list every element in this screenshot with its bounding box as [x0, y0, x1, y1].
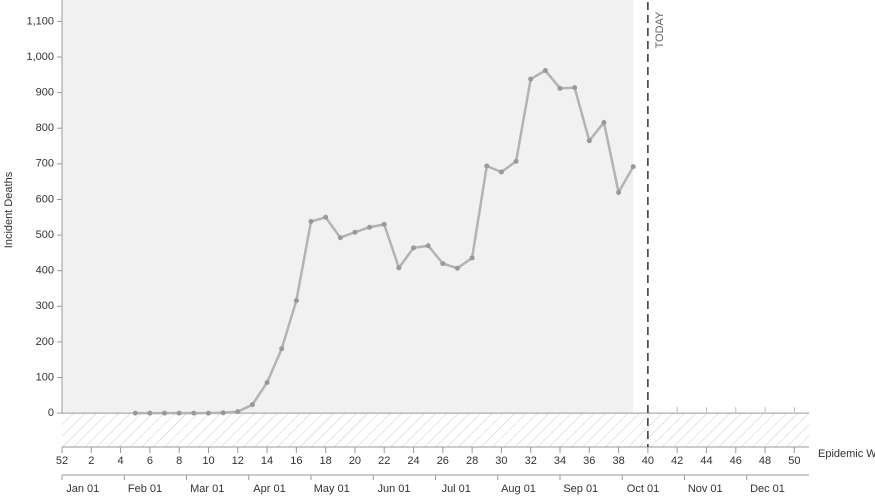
hatch-region — [62, 413, 809, 447]
data-point — [411, 245, 417, 251]
data-point — [205, 410, 211, 416]
data-point — [630, 164, 636, 170]
y-tick-label: 700 — [36, 158, 54, 170]
data-point — [542, 68, 548, 74]
y-tick-label: 600 — [36, 193, 54, 205]
x-tick-label: 2 — [88, 455, 94, 467]
y-tick-label: 200 — [36, 336, 54, 348]
data-point — [176, 410, 182, 416]
date-label: May 01 — [314, 483, 350, 495]
x-tick-label: 36 — [583, 455, 595, 467]
x-tick-label: 14 — [261, 455, 273, 467]
y-tick-label: 300 — [36, 300, 54, 312]
x-tick-label: 52 — [56, 455, 68, 467]
x-tick-label: 46 — [730, 455, 742, 467]
x-tick-label: 24 — [407, 455, 419, 467]
data-point — [513, 158, 519, 164]
data-point — [279, 346, 285, 352]
data-point — [469, 255, 475, 261]
data-point — [352, 229, 358, 235]
date-label: Feb 01 — [128, 483, 162, 495]
data-point — [396, 265, 402, 271]
date-label: Sep 01 — [563, 483, 598, 495]
x-tick-label: 34 — [554, 455, 566, 467]
data-point — [249, 402, 255, 408]
data-point — [557, 85, 563, 91]
data-point — [440, 261, 446, 267]
data-point — [381, 221, 387, 227]
x-tick-label: 18 — [320, 455, 332, 467]
data-point — [616, 189, 622, 195]
x-tick-label: 26 — [437, 455, 449, 467]
data-point — [425, 243, 431, 249]
data-point — [601, 120, 607, 126]
data-point — [191, 410, 197, 416]
data-point — [264, 380, 270, 386]
data-point — [147, 410, 153, 416]
date-label: Mar 01 — [190, 483, 224, 495]
x-tick-label: 20 — [349, 455, 361, 467]
y-tick-label: 800 — [36, 122, 54, 134]
data-point — [337, 235, 343, 241]
y-tick-label: 1,000 — [26, 51, 54, 63]
y-tick-label: 500 — [36, 229, 54, 241]
y-tick-label: 1,100 — [26, 15, 54, 27]
y-tick-label: 400 — [36, 265, 54, 277]
y-tick-label: 100 — [36, 371, 54, 383]
x-tick-label: 6 — [147, 455, 153, 467]
x-tick-label: 8 — [176, 455, 182, 467]
observed-region — [62, 0, 634, 414]
date-label: Jun 01 — [377, 483, 410, 495]
data-point — [367, 224, 373, 230]
x-tick-label: 44 — [700, 455, 712, 467]
data-point — [454, 265, 460, 271]
data-point — [586, 138, 592, 144]
data-point — [220, 410, 226, 416]
y-tick-label: 900 — [36, 87, 54, 99]
x-axis-label: Epidemic Week — [818, 448, 875, 460]
date-label: Nov 01 — [688, 483, 723, 495]
x-tick-label: 42 — [671, 455, 683, 467]
data-point — [162, 410, 168, 416]
data-point — [323, 214, 329, 220]
x-tick-label: 40 — [642, 455, 654, 467]
data-point — [484, 163, 490, 169]
data-point — [293, 298, 299, 304]
date-label: Dec 01 — [750, 483, 785, 495]
data-point — [572, 85, 578, 91]
x-tick-label: 16 — [290, 455, 302, 467]
x-tick-label: 12 — [232, 455, 244, 467]
date-label: Oct 01 — [627, 483, 659, 495]
date-label: Jul 01 — [442, 483, 471, 495]
x-tick-label: 48 — [759, 455, 771, 467]
x-tick-label: 32 — [525, 455, 537, 467]
x-tick-label: 38 — [612, 455, 624, 467]
x-tick-label: 22 — [378, 455, 390, 467]
date-label: Apr 01 — [253, 483, 285, 495]
data-point — [498, 169, 504, 175]
x-tick-label: 10 — [202, 455, 214, 467]
data-point — [308, 219, 314, 225]
date-label: Jan 01 — [66, 483, 99, 495]
x-tick-label: 30 — [495, 455, 507, 467]
data-point — [528, 76, 534, 82]
today-label: TODAY — [654, 11, 666, 49]
x-tick-label: 28 — [466, 455, 478, 467]
date-label: Aug 01 — [501, 483, 536, 495]
data-point — [235, 409, 241, 415]
x-tick-label: 50 — [788, 455, 800, 467]
y-axis-label: Incident Deaths — [3, 171, 15, 248]
data-point — [132, 410, 138, 416]
x-tick-label: 4 — [118, 455, 124, 467]
y-tick-label: 0 — [48, 407, 54, 419]
